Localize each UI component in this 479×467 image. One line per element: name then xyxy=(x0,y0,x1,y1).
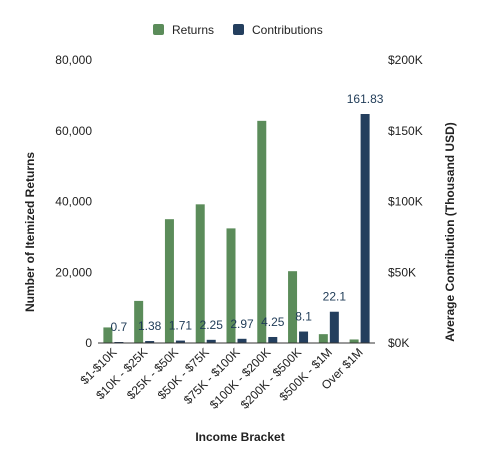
bar-returns xyxy=(349,339,359,343)
data-label-contributions: 161.83 xyxy=(347,92,384,106)
data-label-contributions: 8.1 xyxy=(295,310,312,324)
right-axis-ticks: $0K $50K $100K $150K $200K xyxy=(388,53,423,350)
bar-contributions xyxy=(268,336,278,343)
bars xyxy=(103,114,370,343)
bar-returns xyxy=(103,327,113,343)
data-label-contributions: 0.7 xyxy=(111,320,128,334)
bar-contributions xyxy=(299,331,309,343)
left-tick-label: 40,000 xyxy=(55,195,92,209)
bar-contributions xyxy=(360,114,370,343)
bar-returns xyxy=(134,300,144,343)
bar-returns xyxy=(288,271,298,343)
x-axis-title: Income Bracket xyxy=(195,430,284,444)
data-label-contributions: 1.38 xyxy=(138,319,162,333)
bar-contributions xyxy=(206,339,216,343)
x-axis-ticks: $1-$10K$10K - $25K$25K - $50K$50K - $75K… xyxy=(78,345,366,412)
bar-contributions xyxy=(175,340,185,343)
right-axis-title: Average Contribution (Thousand USD) xyxy=(443,122,457,342)
legend: Returns Contributions xyxy=(153,23,323,37)
right-tick-label: $150K xyxy=(388,124,423,138)
left-axis-title: Number of Itemized Returns xyxy=(23,152,37,312)
left-tick-label: 80,000 xyxy=(55,53,92,67)
bar-contributions xyxy=(145,341,155,343)
legend-label-contributions: Contributions xyxy=(252,23,323,37)
right-tick-label: $100K xyxy=(388,195,423,209)
bar-returns xyxy=(318,334,328,343)
bar-contributions xyxy=(237,338,247,343)
legend-label-returns: Returns xyxy=(172,23,214,37)
legend-swatch-contributions xyxy=(233,24,244,35)
legend-swatch-returns xyxy=(153,24,164,35)
left-tick-label: 0 xyxy=(85,336,92,350)
bar-returns xyxy=(164,219,174,343)
data-label-contributions: 2.25 xyxy=(200,318,224,332)
data-labels: 0.7 1.38 1.71 2.25 2.97 4.25 8.1 22.1 161.83 xyxy=(111,92,384,334)
right-tick-label: $0K xyxy=(388,336,409,350)
bar-returns xyxy=(195,204,205,343)
bar-contributions xyxy=(329,311,339,343)
right-tick-label: $200K xyxy=(388,53,423,67)
data-label-contributions: 1.71 xyxy=(169,319,193,333)
left-axis-ticks: 0 20,000 40,000 60,000 80,000 xyxy=(55,53,92,350)
data-label-contributions: 2.97 xyxy=(230,317,254,331)
bar-returns xyxy=(257,120,267,343)
right-tick-label: $50K xyxy=(388,265,416,279)
bar-returns xyxy=(226,228,236,343)
left-tick-label: 20,000 xyxy=(55,265,92,279)
data-label-contributions: 22.1 xyxy=(323,290,347,304)
left-tick-label: 60,000 xyxy=(55,124,92,138)
data-label-contributions: 4.25 xyxy=(261,315,285,329)
